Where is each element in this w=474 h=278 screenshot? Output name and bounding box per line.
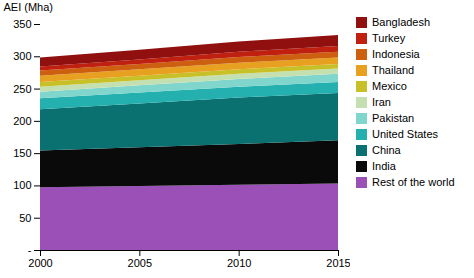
html-text:Iran: Iran [372,96,391,108]
svg-text:100: 100 [13,179,31,191]
html-text:Thailand: Thailand [372,64,415,76]
svg-text:150: 150 [13,147,31,159]
html-text:Rest of the world: Rest of the world [372,176,455,188]
svg-text:2005: 2005 [128,257,152,269]
svg-text:350: 350 [13,18,31,30]
svg-text:50: 50 [19,212,31,224]
html-text:Mexico: Mexico [372,80,407,92]
svg-text:300: 300 [13,50,31,62]
html-text:Pakistan: Pakistan [372,112,415,124]
svg-text:250: 250 [13,83,31,95]
html-text:Indonesia: Indonesia [372,48,420,60]
html-text:Turkey: Turkey [372,32,406,44]
svg-text:-: - [28,244,32,256]
svg-text:200: 200 [13,115,31,127]
svg-text:2015: 2015 [326,257,350,269]
html-text:Bangladesh: Bangladesh [372,16,431,28]
html-text:India: India [372,160,396,172]
svg-text:2000: 2000 [28,257,52,269]
svg-text:AEI (Mha): AEI (Mha) [4,1,54,13]
html-text:United States: United States [372,128,438,140]
html-text:China: China [372,144,401,156]
svg-text:2010: 2010 [227,257,251,269]
